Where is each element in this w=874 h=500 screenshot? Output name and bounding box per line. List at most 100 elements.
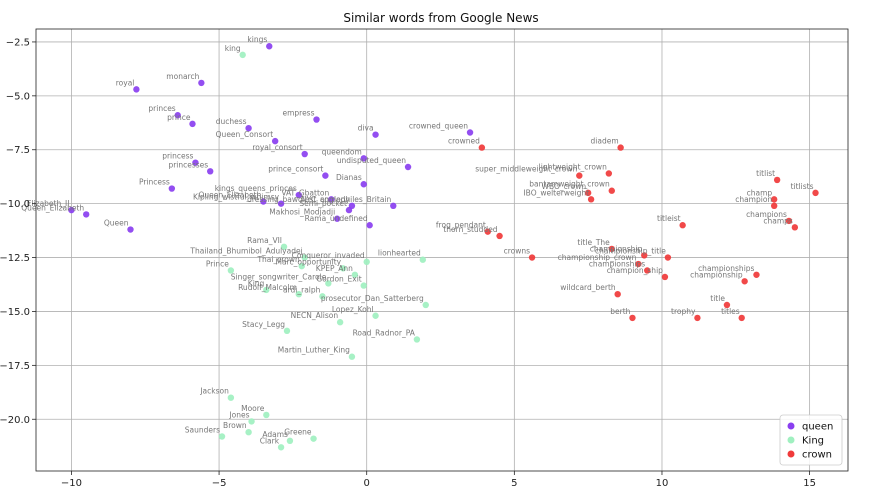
point-label: Martin_Luther_King — [278, 346, 350, 355]
point-queen — [372, 131, 379, 138]
point-label: bantamweight_crown — [529, 180, 610, 189]
point-queen — [266, 43, 273, 50]
point-king — [239, 51, 246, 59]
x-tick-label: 15 — [803, 478, 816, 489]
point-crown — [629, 314, 636, 322]
x-tick-label: 5 — [511, 478, 517, 489]
point-label: Makhosi_Modjadji — [269, 208, 335, 217]
axis-ticks: −10 −5 0 5 10 15 −2.5 −5.0 −7.5 −10.0 −12.5 −15.0 −1… — [0, 37, 816, 489]
point-king — [319, 293, 326, 300]
point-label: WBO_crown — [542, 182, 587, 191]
point-king — [372, 312, 379, 319]
point-crown — [664, 254, 672, 261]
point-label: KPEP_Ann — [316, 264, 353, 273]
point-crown — [753, 271, 760, 278]
point-label: duchess — [216, 117, 247, 126]
x-tick-label: 0 — [364, 478, 370, 489]
point-queen — [192, 159, 199, 166]
point-crown — [723, 301, 731, 309]
point-label: titlists — [791, 182, 814, 191]
legend: queen King crown — [779, 414, 843, 466]
point-label: dressing_bawdiest_comedy — [247, 195, 350, 204]
point-queen — [168, 185, 176, 192]
point-label: frog_pendant — [436, 221, 486, 230]
point-king — [301, 254, 308, 261]
point-label: Marc_opportunity — [276, 257, 342, 266]
data-points — [68, 43, 819, 451]
point-crown — [694, 314, 701, 322]
point-king — [325, 280, 332, 287]
point-king — [248, 418, 255, 425]
point-label: VAT_Gbatton — [281, 188, 329, 197]
point-label: Lopez_Kohl — [332, 305, 374, 314]
point-label: title_The — [577, 238, 610, 247]
point-label: titles — [721, 307, 740, 316]
point-king — [280, 243, 288, 250]
point-king — [277, 444, 285, 451]
point-queen — [277, 200, 285, 207]
point-label: princess — [162, 152, 193, 161]
point-label: championship — [690, 270, 743, 279]
point-queen — [404, 163, 412, 171]
point-label: champ — [747, 188, 773, 197]
point-label: champs — [763, 216, 793, 225]
point-king — [336, 319, 344, 326]
point-crown — [773, 176, 781, 184]
point-label: Princess — [139, 178, 170, 187]
point-label: Gordon_Exit — [316, 275, 361, 284]
point-label: Queen — [104, 219, 129, 228]
point-label: Semi_pocket — [299, 199, 347, 208]
point-queen — [174, 112, 181, 119]
point-crown — [484, 228, 491, 235]
point-label: crowned_queen — [409, 121, 468, 130]
point-queen — [127, 226, 134, 233]
x-tick-label: 10 — [656, 478, 669, 489]
point-label: kings — [247, 35, 267, 44]
point-label: Dianas — [336, 173, 362, 182]
chart-title: Similar words from Google News — [343, 11, 538, 25]
point-label: empress — [282, 109, 314, 118]
point-label: prince — [167, 113, 191, 122]
y-tick-label: −5.0 — [6, 91, 30, 102]
point-label: Brown — [223, 421, 247, 430]
point-queen — [68, 206, 75, 214]
y-tick-label: −17.5 — [0, 361, 30, 372]
point-label: Road_Radnor_PA — [353, 328, 416, 337]
point-crown — [741, 278, 748, 285]
point-label: Jones — [228, 410, 249, 419]
point-label: Clark — [260, 436, 280, 445]
point-label: Oueen_Elizabeth — [198, 190, 261, 199]
point-king — [227, 394, 235, 401]
point-label: titlist — [756, 169, 775, 178]
point-label: championship — [590, 244, 643, 253]
point-crown — [791, 224, 799, 231]
y-tick-label: −12.5 — [0, 253, 30, 264]
point-label: Rama_undefined — [305, 214, 368, 223]
point-queen — [466, 129, 474, 136]
point-queen — [260, 198, 267, 205]
point-label: Thailand_Bhumibol_Adulyadej — [189, 247, 302, 256]
point-crown — [587, 196, 595, 203]
point-crown — [617, 144, 624, 151]
y-tick-label: −20.0 — [0, 415, 30, 426]
point-king — [348, 353, 356, 360]
point-queen — [189, 120, 196, 128]
point-label: championship_crown — [558, 253, 637, 262]
point-crown — [661, 273, 669, 281]
point-queen — [345, 206, 353, 214]
point-label: crowned — [448, 137, 480, 146]
point-crown — [614, 291, 621, 298]
point-label: wildcard_berth — [560, 283, 616, 292]
point-queen — [322, 172, 329, 179]
point-label: royal — [116, 78, 135, 87]
point-queen — [390, 202, 397, 209]
y-tick-label: −10.0 — [0, 199, 30, 210]
point-label: NECN_Alison — [291, 311, 339, 320]
point-label: trophy — [671, 307, 696, 316]
point-crown — [576, 172, 583, 179]
point-label: crowns — [504, 247, 531, 256]
point-label: prince_consort — [268, 165, 323, 174]
point-crown — [478, 144, 486, 151]
